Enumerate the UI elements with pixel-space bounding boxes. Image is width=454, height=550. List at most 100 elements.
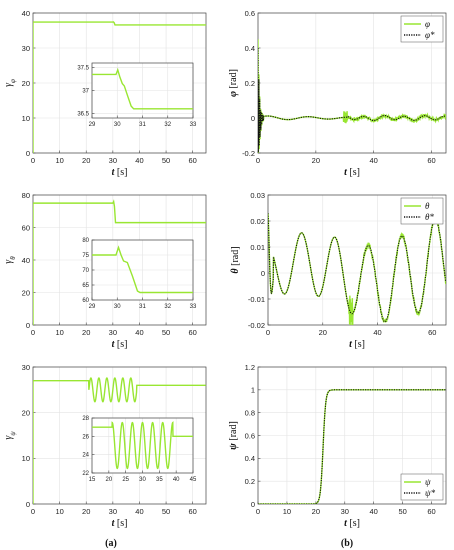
y-tick-label: 0 [251,114,255,123]
series-group [268,213,446,325]
x-tick-label: 30 [109,328,117,337]
y-tick-label: 28 [82,416,89,422]
y-tick-label: 0.02 [250,217,265,226]
y-tick-label: 26 [82,434,89,440]
y-tick-label: 0.03 [250,191,265,200]
legend-label: ψ* [425,488,436,498]
series-line [92,421,193,470]
x-tick-label: 60 [189,156,197,165]
y-tick-label: 40 [22,256,30,265]
caption-a: (a) [105,538,117,549]
x-tick-label: 50 [162,507,170,516]
y-tick-label: -0.01 [248,295,265,304]
y-axis-label: γφ [3,79,17,87]
y-tick-label: 1 [251,386,255,395]
x-tick-label: 29 [89,122,96,128]
x-axis-label: t [s] [112,518,128,529]
x-axis-label: t [s] [349,339,365,350]
x-tick-label: 10 [55,156,63,165]
y-tick-label: 0.2 [245,79,255,88]
axes-frame [267,194,447,326]
y-tick-label: 37.5 [77,66,89,72]
x-tick-label: 45 [190,477,197,483]
y-tick-label: 30 [22,44,30,53]
legend: θθ* [400,197,444,225]
y-tick-label: 36.5 [77,111,89,117]
x-tick-label: 20 [312,507,320,516]
y-tick-label: 0 [26,149,30,158]
y-tick-label: 70 [82,268,89,274]
x-tick-label: 30 [114,304,121,310]
y-tick-label: 20 [22,288,30,297]
inset-gamma-psi: 15 20 25 30 35 40 45 22 24 26 28 [82,416,197,483]
series-line [33,199,206,325]
legend-label: θ [425,201,430,211]
x-axis-label: t [s] [344,518,360,529]
x-tick-label: 60 [189,328,197,337]
y-tick-label: 0 [251,500,255,509]
x-tick-label: 32 [164,122,171,128]
series-line [92,245,193,294]
legend-label: φ* [425,30,435,40]
x-axis-label: t [s] [112,339,128,350]
x-tick-label: 0 [266,328,270,337]
y-tick-label: 0 [261,269,265,278]
y-tick-label: -0.2 [242,149,255,158]
legend: ψψ* [400,473,444,501]
y-tick-label: 0 [26,321,30,330]
x-tick-label: 31 [139,304,146,310]
series-group [33,377,206,504]
x-tick-label: 50 [162,156,170,165]
series-group [92,67,193,110]
y-tick-label: 75 [82,253,89,259]
y-tick-label: 30 [22,363,30,372]
y-tick-label: 10 [22,114,30,123]
y-tick-label: 0.4 [245,44,255,53]
y-tick-label: 40 [22,9,30,18]
x-tick-label: 40 [370,507,378,516]
y-tick-label: 65 [82,283,89,289]
x-axis-label: t [s] [112,167,128,178]
x-tick-label: 60 [427,156,435,165]
y-tick-label: 80 [82,238,89,244]
y-tick-label: -0.02 [248,321,265,330]
x-tick-label: 0 [256,156,260,165]
x-tick-label: 20 [319,328,327,337]
x-tick-label: 60 [428,328,436,337]
x-tick-label: 30 [341,507,349,516]
x-tick-label: 33 [190,122,197,128]
x-tick-label: 10 [55,328,63,337]
series-line-reference [258,389,446,504]
y-tick-label: 0.6 [245,431,255,440]
y-tick-label: 0.8 [245,408,255,417]
x-tick-label: 50 [398,507,406,516]
y-tick-label: 60 [82,298,89,304]
x-tick-label: 0 [31,156,35,165]
x-tick-label: 0 [31,328,35,337]
series-group [92,245,193,294]
series-line-reference [258,47,446,153]
x-tick-label: 40 [135,507,143,516]
y-tick-label: 0.6 [245,9,255,18]
y-tick-label: 20 [22,408,30,417]
y-tick-label: 0.01 [250,243,265,252]
legend-label: θ* [425,212,434,222]
y-axis-label: φ [rad] [228,69,239,97]
series-group [258,389,446,504]
x-tick-label: 35 [156,477,163,483]
legend-label: φ [425,19,430,29]
y-tick-label: 22 [82,471,89,477]
x-tick-label: 20 [82,507,90,516]
y-tick-label: 0.4 [245,454,255,463]
series-line [92,67,193,110]
y-tick-label: 0 [26,500,30,509]
x-axis-label: t [s] [344,167,360,178]
x-tick-label: 30 [109,507,117,516]
y-axis-label: θ [rad] [230,246,241,273]
series-line [33,21,206,153]
x-tick-label: 40 [173,477,180,483]
x-tick-label: 15 [89,477,96,483]
x-tick-label: 20 [82,328,90,337]
